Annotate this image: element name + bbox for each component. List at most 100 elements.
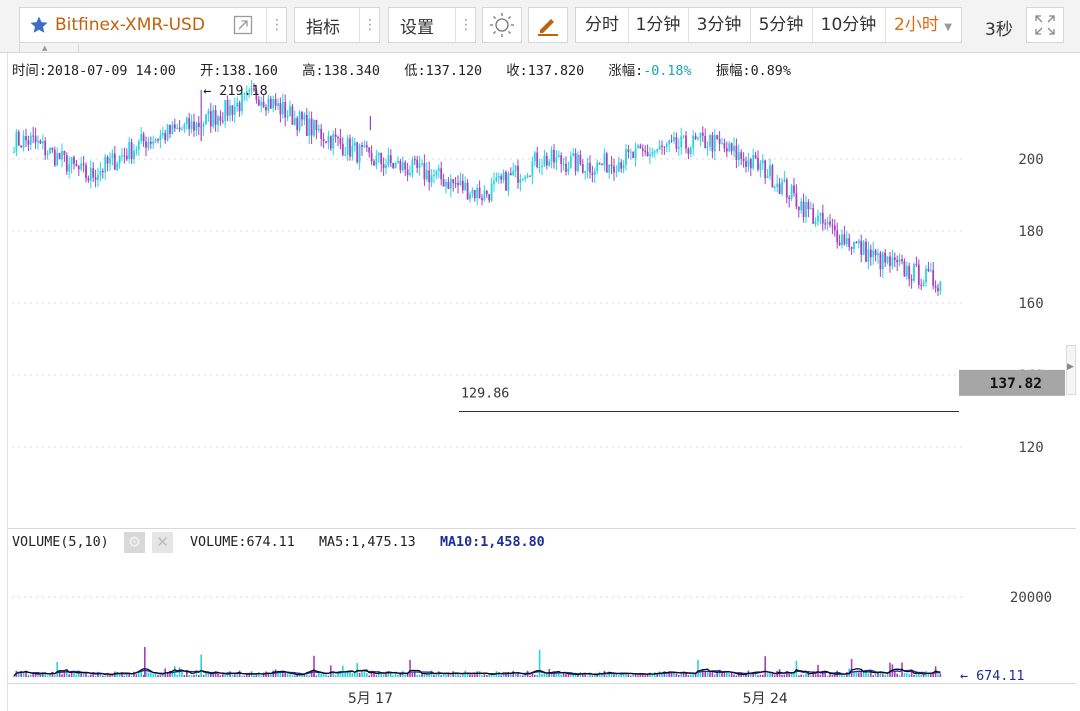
volume-bar (375, 675, 378, 677)
chevron-right-icon: ▶ (1067, 362, 1074, 372)
volume-bar (846, 672, 848, 677)
volume-bar (135, 674, 138, 677)
interval-label: 3分钟 (696, 15, 742, 35)
candle-body (87, 178, 90, 181)
candle-body (471, 189, 474, 195)
collapse-toggle[interactable] (19, 44, 79, 53)
volume-bar (435, 673, 438, 677)
candle-body (862, 241, 865, 255)
volume-bar (553, 671, 555, 677)
candle-body (358, 145, 361, 163)
volume-bar (423, 673, 426, 677)
tab-interval-4[interactable]: 10分钟 (812, 8, 886, 42)
volume-bar (886, 674, 889, 677)
candle-body (245, 91, 248, 93)
candle-body (140, 134, 143, 142)
volume-bar (723, 670, 726, 677)
y-tick-label: 140 (1018, 368, 1043, 384)
scroll-handle[interactable] (1066, 345, 1076, 395)
candle-body (89, 168, 92, 181)
more-dots-icon[interactable]: ⋮ (359, 8, 380, 42)
candle-body (169, 124, 171, 134)
indicators-button[interactable]: 指标 ⋮ (294, 7, 380, 43)
volume-bar (872, 675, 874, 677)
volume-bar (270, 674, 272, 677)
candle-body (481, 198, 483, 201)
volume-bar (910, 670, 913, 677)
close-icon[interactable]: ✕ (152, 532, 173, 553)
volume-bar (260, 675, 262, 677)
candle-body (250, 88, 253, 91)
volume-bar (114, 671, 116, 677)
candle-body (879, 253, 882, 270)
candle-body (682, 135, 685, 137)
tab-interval-1[interactable]: 1分钟 (628, 8, 689, 42)
amplitude-value: 0.89% (750, 64, 791, 79)
candle-body (711, 135, 714, 152)
symbol-selector[interactable]: Bitfinex-XMR-USD ⋮ (19, 7, 287, 43)
ma10-line (13, 669, 941, 677)
volume-bar (217, 673, 219, 677)
candle-body (733, 145, 735, 152)
candle-body (685, 135, 687, 149)
candle-body (41, 141, 44, 144)
volume-bar (462, 674, 464, 677)
volume-bar (783, 674, 786, 677)
tab-interval-3[interactable]: 5分钟 (750, 8, 813, 42)
volume-bar (759, 674, 762, 677)
volume-bar (841, 675, 843, 677)
volume-bar (498, 672, 500, 677)
volume-bar (37, 675, 39, 677)
candle-body (113, 153, 116, 170)
tab-interval-2[interactable]: 3分钟 (688, 8, 751, 42)
draw-button[interactable] (528, 7, 568, 43)
more-dots-icon[interactable]: ⋮ (455, 8, 476, 42)
candle-body (344, 154, 347, 156)
candle-body (689, 147, 692, 154)
fullscreen-button[interactable] (1026, 7, 1064, 43)
more-dots-icon[interactable]: ⋮ (266, 8, 287, 42)
candle-body (526, 175, 529, 177)
candle-body (296, 118, 299, 131)
last-volume-label: ← 674.11 (960, 669, 1025, 684)
candle-body (531, 161, 534, 176)
candle-body (668, 140, 671, 145)
volume-bar (301, 674, 303, 677)
volume-bar (140, 671, 142, 677)
tab-interval-active[interactable]: 2小时 ▼ (885, 8, 961, 42)
candle-body (101, 170, 104, 173)
volume-bar (325, 674, 327, 677)
volume-bar (414, 671, 416, 677)
caret-up-icon: ▲ (42, 44, 48, 52)
candle-body (555, 157, 558, 163)
candle-body (164, 132, 167, 141)
candle-body (154, 139, 157, 142)
volume-bar (618, 675, 620, 677)
candle-body (262, 101, 265, 108)
volume-bar (195, 673, 198, 677)
refresh-rate[interactable]: 3秒 (985, 20, 1013, 40)
external-link-icon[interactable] (233, 15, 253, 35)
candle-body (814, 221, 817, 224)
volume-bar (409, 659, 411, 677)
candle-body (661, 145, 663, 147)
volume-bar (915, 672, 918, 677)
star-icon[interactable] (29, 15, 49, 35)
volume-bar (711, 671, 714, 677)
volume-bar (538, 675, 541, 677)
tab-interval-0[interactable]: 分时 (576, 8, 629, 42)
volume-bar (625, 673, 627, 677)
volume-bar (486, 675, 488, 677)
last-price-label: 137.82 (990, 376, 1042, 392)
volume-bar (879, 671, 882, 677)
candle-body (363, 145, 366, 147)
volume-bar (656, 674, 658, 677)
candle-body (509, 173, 512, 176)
settings-button[interactable]: 设置 ⋮ (388, 7, 476, 43)
gear-icon[interactable]: ⚙ (124, 532, 145, 553)
volume-bar (795, 660, 798, 677)
volume-bar (661, 672, 663, 677)
theme-button[interactable] (482, 7, 522, 43)
panel-divider (7, 528, 1076, 529)
